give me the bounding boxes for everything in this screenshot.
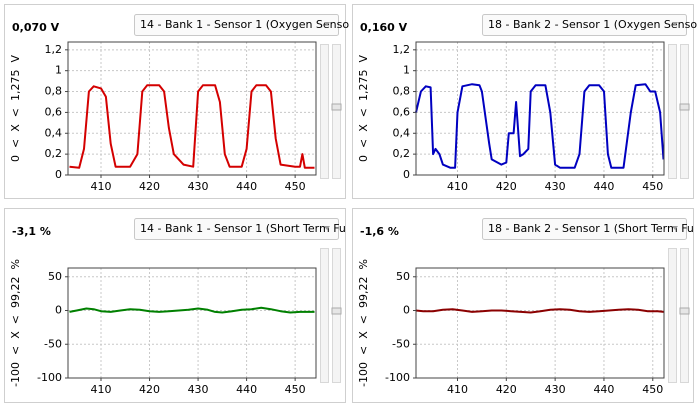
plot-border <box>415 41 665 176</box>
y-tick-label: 1 <box>55 64 62 77</box>
x-tick-label: 420 <box>496 383 517 396</box>
slider-track[interactable] <box>680 44 689 179</box>
sensor-dropdown-text: 18 - Bank 2 - Sensor 1 (Oxygen Senso <box>488 18 697 31</box>
plot-area <box>415 41 665 176</box>
data-line <box>69 84 315 169</box>
y-tick-label: -50 <box>44 337 62 350</box>
y-tick-label: 0,2 <box>45 147 63 160</box>
sensor-dropdown[interactable] <box>482 14 687 36</box>
slider-track[interactable] <box>332 248 341 383</box>
x-tick-label: 430 <box>188 180 209 193</box>
y-tick-label: 0 <box>403 304 410 317</box>
y-tick-label: 0 <box>403 168 410 181</box>
x-tick-label: 410 <box>447 383 468 396</box>
data-line <box>415 308 665 314</box>
y-axis-label: 0 < X < 1,275 V <box>357 55 370 162</box>
current-reading: -1,6 % <box>360 225 399 238</box>
y-tick-label: 0,4 <box>45 126 63 139</box>
x-tick-label: 430 <box>188 383 209 396</box>
x-tick-label: 440 <box>593 383 614 396</box>
x-tick-label: 440 <box>236 180 257 193</box>
x-tick-label: 440 <box>593 180 614 193</box>
slider-thumb[interactable] <box>331 103 342 111</box>
slider-track[interactable] <box>332 44 341 179</box>
slider-track[interactable] <box>320 44 329 179</box>
x-tick-label: 450 <box>642 383 663 396</box>
slider-thumb[interactable] <box>679 103 690 111</box>
sensor-dropdown[interactable] <box>134 14 339 36</box>
y-tick-label: 0,2 <box>393 147 411 160</box>
dropdown-arrow <box>672 22 678 26</box>
y-axis-label: 0 < X < 1,275 V <box>9 55 22 162</box>
plot-area <box>415 267 665 379</box>
y-tick-label: 0 <box>55 168 62 181</box>
x-tick-label: 450 <box>642 180 663 193</box>
dropdown-arrow <box>672 226 678 230</box>
slider-track[interactable] <box>320 248 329 383</box>
dropdown-arrow <box>324 22 330 26</box>
y-axis-label: -100 < X < 99,22 % <box>9 259 22 387</box>
x-tick-label: 420 <box>496 180 517 193</box>
x-tick-label: 450 <box>285 383 306 396</box>
y-axis-label: -100 < X < 99,22 % <box>357 259 370 387</box>
plot-border <box>67 267 317 379</box>
slider-thumb[interactable] <box>679 307 690 315</box>
sensor-dropdown-text: 14 - Bank 1 - Sensor 1 (Oxygen Senso <box>140 18 349 31</box>
x-tick-label: 450 <box>285 180 306 193</box>
sensor-dropdown-text: 14 - Bank 1 - Sensor 1 (Short Term Fu <box>140 222 346 235</box>
data-line <box>69 306 315 314</box>
plot-border <box>415 267 665 379</box>
y-tick-label: 50 <box>48 270 62 283</box>
y-tick-label: 1,2 <box>393 43 411 56</box>
sensor-dropdown[interactable] <box>482 218 687 240</box>
plot-area <box>67 267 317 379</box>
x-tick-label: 410 <box>91 180 112 193</box>
x-tick-label: 420 <box>139 383 160 396</box>
y-tick-label: 0,8 <box>45 85 63 98</box>
y-tick-label: 0,4 <box>393 126 411 139</box>
slider-track[interactable] <box>668 248 677 383</box>
dropdown-arrow <box>324 226 330 230</box>
current-reading: 0,070 V <box>12 21 60 34</box>
y-tick-label: -100 <box>385 371 410 384</box>
y-tick-label: 0,8 <box>393 85 411 98</box>
x-tick-label: 440 <box>236 383 257 396</box>
plot-border <box>67 41 317 176</box>
slider-track[interactable] <box>668 44 677 179</box>
y-tick-label: 0,6 <box>393 105 411 118</box>
y-tick-label: -100 <box>37 371 62 384</box>
y-tick-label: 1 <box>403 64 410 77</box>
x-tick-label: 410 <box>447 180 468 193</box>
y-tick-label: 0 <box>55 304 62 317</box>
data-line <box>415 83 665 169</box>
x-tick-label: 420 <box>139 180 160 193</box>
slider-thumb[interactable] <box>331 307 342 315</box>
y-tick-label: 50 <box>396 270 410 283</box>
sensor-dropdown[interactable] <box>134 218 339 240</box>
x-tick-label: 430 <box>545 180 566 193</box>
slider-track[interactable] <box>680 248 689 383</box>
x-tick-label: 410 <box>91 383 112 396</box>
current-reading: 0,160 V <box>360 21 408 34</box>
y-tick-label: 0,6 <box>45 105 63 118</box>
x-tick-label: 430 <box>545 383 566 396</box>
y-tick-label: 1,2 <box>45 43 63 56</box>
current-reading: -3,1 % <box>12 225 51 238</box>
y-tick-label: -50 <box>392 337 410 350</box>
sensor-dropdown-text: 18 - Bank 2 - Sensor 1 (Short Term Fu <box>488 222 694 235</box>
